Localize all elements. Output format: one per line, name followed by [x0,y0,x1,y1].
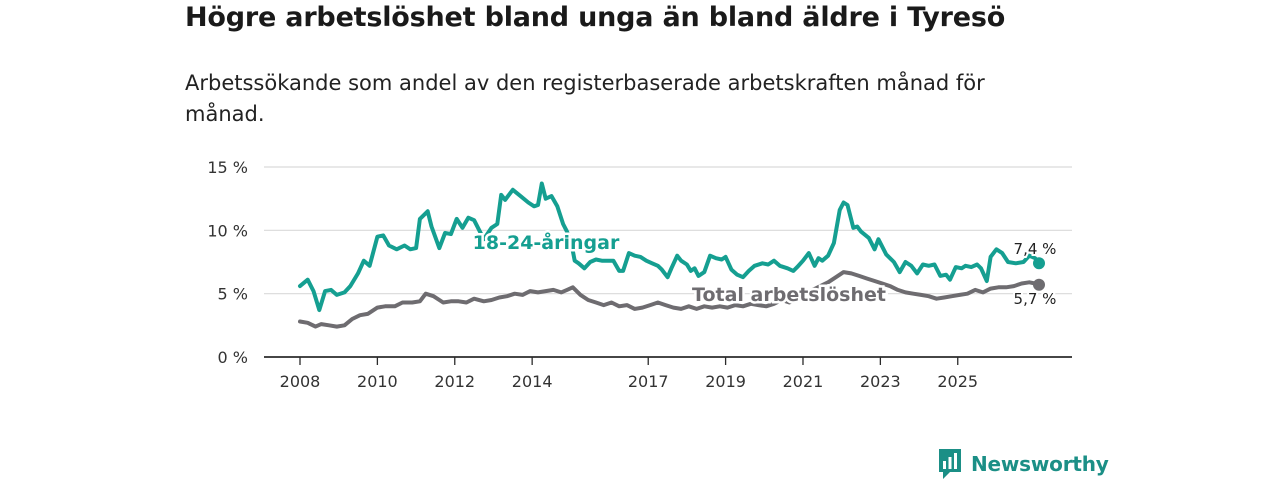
x-tick-label: 2019 [705,372,746,391]
x-tick-label: 2023 [860,372,901,391]
x-tick-label: 2008 [280,372,321,391]
x-tick-label: 2021 [783,372,824,391]
end-value-label-total: 5,7 % [1014,290,1057,308]
y-tick-label: 5 % [218,285,248,304]
gridlines [264,166,1072,295]
end-value-label-youth: 7,4 % [1014,240,1057,258]
series-label-total: Total arbetslöshet [692,284,886,306]
x-tick-label: 2025 [937,372,978,391]
newsworthy-bar-chart-logo-icon [939,449,961,479]
series-end-marker-total [1033,278,1045,291]
x-axis: 2008 2010 2012 2014 2017 2019 2021 2023 2025 [264,356,1072,391]
newsworthy-brand[interactable]: Newsworthy [937,448,1109,480]
y-axis-ticks: 0 % 5 % 10 % 15 % [207,158,248,367]
brand-name: Newsworthy [971,452,1109,476]
x-tick-label: 2010 [357,372,398,391]
series-label-youth: 18-24-åringar [473,230,620,254]
series-lines [298,181,1045,329]
chart-title: Högre arbetslöshet bland unga än bland ä… [185,2,1006,33]
series-end-marker-youth [1033,257,1045,270]
x-tick-label: 2017 [628,372,669,391]
series-line-total [298,270,1041,329]
chart-subtitle: Arbetssökande som andel av den registerb… [185,71,985,126]
y-tick-label: 10 % [207,221,248,240]
series-labels: 18-24-åringar Total arbetslöshet 7,4 % 5,7 … [470,228,1058,311]
y-tick-label: 15 % [207,158,248,177]
x-tick-label: 2014 [512,372,553,391]
x-tick-label: 2012 [434,372,475,391]
series-line-youth [298,181,1041,313]
y-tick-label: 0 % [218,348,248,367]
